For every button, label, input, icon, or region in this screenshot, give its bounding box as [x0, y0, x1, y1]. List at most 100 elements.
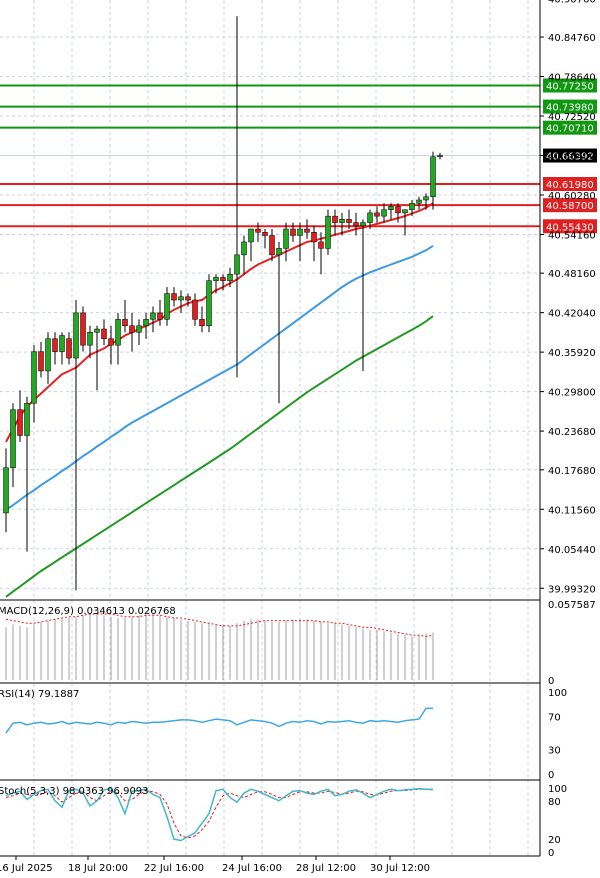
- bull-candle-body: [213, 277, 219, 281]
- stoch-axis-label: 80: [548, 797, 561, 808]
- bear-candle-body: [80, 312, 86, 346]
- time-axis-label: 30 Jul 12:00: [370, 863, 430, 874]
- price-levels: 40.70710 40.73980 40.77250 40.61980 40.58700…: [0, 78, 597, 234]
- price-tick-label: 40.78640: [548, 73, 596, 84]
- stoch-main-line: [5, 787, 433, 842]
- moving-averages: [5, 202, 434, 598]
- ma-mid-line: [5, 244, 434, 511]
- bear-candle-body: [157, 312, 163, 320]
- support-level-label-box: [543, 219, 597, 234]
- resistance-level-label: 40.70710: [546, 124, 594, 135]
- bull-candle-body: [24, 402, 30, 436]
- bull-candle-body: [360, 222, 366, 227]
- bear-candle-body: [171, 293, 177, 301]
- macd-axis-label: 0: [548, 676, 554, 687]
- bull-candle-body: [430, 156, 436, 198]
- bull-candle-body: [115, 319, 121, 346]
- bull-candle-body: [136, 325, 142, 333]
- bear-candle-body: [52, 338, 58, 352]
- stoch-signal-line: [5, 788, 434, 839]
- current-price-label: 40.66392: [546, 152, 594, 163]
- rsi-title: RSI(14) 79.1887: [0, 689, 79, 700]
- bear-candle-body: [332, 215, 338, 223]
- bear-candle-body: [199, 319, 205, 327]
- bear-candle-body: [318, 241, 324, 249]
- bear-candle-body: [304, 228, 310, 233]
- bull-candle-body: [10, 409, 16, 468]
- bear-candle-body: [269, 235, 275, 256]
- bull-candle-body: [59, 335, 65, 352]
- bear-candle-body: [38, 351, 44, 372]
- bear-candle-body: [17, 409, 23, 436]
- current-price-label-box: [543, 148, 597, 163]
- stochastic-panel: 100 80 20 0: [5, 784, 567, 859]
- stoch-title: Stoch(5,3,3) 98.0363 96.9093: [0, 786, 149, 797]
- bull-candle-body: [402, 209, 408, 214]
- support-level-label: 40.61980: [546, 180, 594, 191]
- bull-candle-body: [276, 248, 282, 256]
- bull-candle-body: [73, 312, 79, 359]
- rsi-axis-label: 30: [548, 745, 561, 756]
- bull-candle-body: [164, 293, 170, 320]
- price-tick-label: 40.23680: [548, 427, 596, 438]
- rsi-panel: 100 70 30 0: [5, 688, 567, 781]
- resistance-level-label-box: [543, 99, 597, 114]
- ma-fast-line: [5, 202, 434, 443]
- price-tick-label: 40.48160: [548, 269, 596, 280]
- time-axis-label: 28 Jul 12:00: [296, 863, 356, 874]
- price-tick-label: 40.05440: [548, 545, 596, 556]
- rsi-axis-label: 0: [548, 770, 554, 781]
- bull-candle-body: [367, 212, 373, 223]
- price-tick-label: 40.54160: [548, 230, 596, 241]
- bull-candle-body: [416, 199, 422, 204]
- support-level-label: 40.58700: [546, 201, 594, 212]
- bull-candle-body: [409, 202, 415, 210]
- support-level-label-box: [543, 198, 597, 213]
- rsi-line: [5, 707, 433, 734]
- bear-candle-body: [192, 299, 198, 320]
- bull-candle-body: [94, 328, 100, 333]
- price-tick-label: 40.72520: [548, 112, 596, 123]
- bear-candle-body: [374, 212, 380, 217]
- stoch-axis-label: 0: [548, 848, 554, 859]
- bull-candle-body: [227, 273, 233, 281]
- bear-candle-body: [311, 232, 317, 243]
- bull-candle-body: [150, 312, 156, 320]
- resistance-level-label-box: [543, 78, 597, 93]
- bear-candle-body: [262, 232, 268, 236]
- grid-layer: [0, 0, 540, 856]
- support-level-label-box: [543, 177, 597, 191]
- bull-candle-body: [31, 351, 37, 404]
- rsi-axis-label: 70: [548, 713, 561, 724]
- bull-candle-body: [3, 467, 9, 514]
- bull-candle-body: [437, 155, 443, 158]
- price-axis: 40.90760 40.84760 40.78640 40.72520 40.66400…: [540, 0, 596, 595]
- bear-candle-body: [220, 277, 226, 281]
- resistance-level-label-box: [543, 120, 597, 135]
- candlesticks: [3, 16, 443, 591]
- macd-signal-line: [5, 613, 434, 638]
- price-tick-label: 40.42040: [548, 309, 596, 320]
- price-tick-label: 40.60280: [548, 191, 596, 202]
- bull-candle-body: [283, 228, 289, 249]
- ma-slow-line: [5, 315, 434, 598]
- macd-panel: 0.057587 0: [5, 600, 596, 687]
- macd-title: MACD(12,26,9) 0.034613 0.026768: [0, 606, 176, 617]
- time-axis-label: 16 Jul 2025: [0, 863, 53, 874]
- price-tick-label: 40.17680: [548, 466, 596, 477]
- macd-axis-label: 0.057587: [548, 600, 596, 611]
- time-axis-label: 24 Jul 16:00: [222, 863, 282, 874]
- stoch-axis-label: 100: [548, 784, 567, 795]
- support-level-label: 40.55430: [546, 222, 594, 233]
- time-axis-label: 22 Jul 16:00: [144, 863, 204, 874]
- bull-candle-body: [143, 319, 149, 327]
- bull-candle-body: [241, 241, 247, 256]
- stoch-axis-label: 20: [548, 835, 561, 846]
- price-tick-label: 40.35920: [548, 348, 596, 359]
- bear-candle-body: [108, 338, 114, 346]
- bear-candle-body: [101, 328, 107, 339]
- time-axis: 16 Jul 2025 18 Jul 20:00 22 Jul 16:00 24 Ju…: [0, 856, 430, 874]
- price-tick-label: 40.90760: [548, 0, 596, 5]
- bull-candle-body: [234, 254, 240, 275]
